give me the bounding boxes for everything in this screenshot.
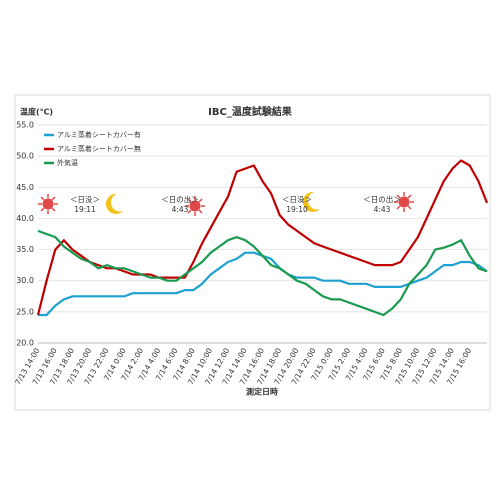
legend-label: 外気温: [57, 158, 78, 167]
y-tick-label: 50.0: [16, 152, 34, 161]
annotation: ＜日の出＞: [161, 194, 199, 204]
sun-icon: [38, 194, 58, 214]
y-tick-label: 25.0: [16, 307, 34, 316]
sun-icon: [394, 192, 414, 212]
legend-label: アルミ蒸着シートカバー無: [57, 144, 141, 153]
x-axis-label: 測定日時: [246, 387, 278, 397]
annotation: 19:11: [74, 205, 96, 214]
moon-icon: [105, 193, 123, 214]
icons: [38, 191, 414, 216]
chart-title: IBC_温度試験結果: [208, 105, 293, 118]
annotation: 19:10: [286, 205, 308, 214]
annotation: ＜日没＞: [282, 194, 312, 204]
legend-label: アルミ蒸着シートカバー有: [57, 130, 141, 139]
annotation: 4:43: [374, 205, 391, 214]
annotation: 4:43: [172, 205, 189, 214]
annotation: ＜日没＞: [70, 194, 100, 204]
annotation: ＜日の出＞: [363, 194, 401, 204]
y-axis-label: 温度(℃): [20, 107, 53, 117]
moon-icon: [302, 191, 320, 212]
y-tick-label: 55.0: [16, 121, 34, 130]
sun-icon: [185, 196, 205, 216]
y-tick-label: 20.0: [16, 339, 34, 348]
y-tick-label: 45.0: [16, 183, 34, 192]
y-tick-label: 35.0: [16, 245, 34, 254]
series-line: [37, 229, 488, 317]
y-tick-label: 30.0: [16, 276, 34, 285]
y-tick-label: 40.0: [16, 214, 34, 223]
